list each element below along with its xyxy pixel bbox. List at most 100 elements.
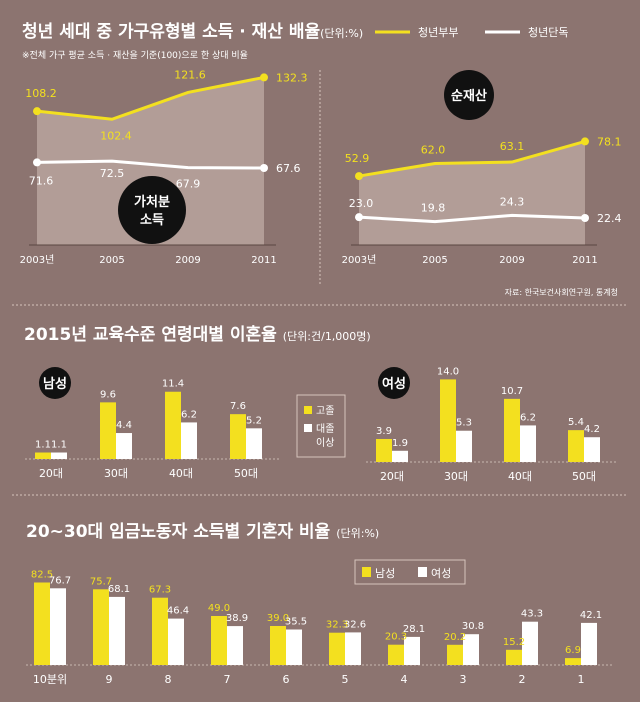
- x-tick-label: 7: [224, 673, 231, 686]
- x-tick-label: 10분위: [33, 673, 67, 686]
- bar-college: [246, 428, 262, 459]
- data-label-highschool: 10.7: [501, 386, 523, 397]
- data-label-female: 43.3: [521, 609, 543, 620]
- data-label-single: 22.4: [597, 212, 622, 225]
- bar-highschool: [376, 438, 392, 462]
- bar-male: [565, 658, 581, 665]
- data-label-male: 49.0: [208, 603, 230, 614]
- bar-female: [109, 596, 125, 665]
- data-label-college: 6.2: [520, 412, 536, 423]
- data-label-single: 67.6: [276, 162, 301, 175]
- bar-male: [152, 597, 168, 665]
- legend-label-college: 대졸 이상: [316, 423, 334, 449]
- bar-highschool: [35, 452, 51, 459]
- x-tick-label: 2003년: [20, 254, 55, 266]
- point-single: [260, 164, 268, 172]
- bar-college: [181, 422, 197, 459]
- data-label-female: 68.1: [108, 584, 130, 595]
- series-line-single: [36, 159, 265, 170]
- bar-highschool: [165, 391, 181, 459]
- data-label-female: 76.7: [49, 575, 71, 586]
- point-single: [355, 213, 363, 222]
- data-label-highschool: 3.9: [376, 426, 392, 437]
- source-note: 자료: 한국보건사회연구원, 통계청: [505, 287, 618, 297]
- x-tick-label: 1: [578, 673, 585, 686]
- bar-college: [116, 433, 132, 459]
- data-label-male: 67.3: [149, 585, 171, 596]
- chart-title-badge: [444, 70, 494, 120]
- chart-title-badge: [39, 367, 71, 399]
- bar-highschool: [568, 430, 584, 462]
- x-tick-label: 3: [460, 673, 467, 686]
- data-label-male: 20.2: [444, 632, 466, 643]
- data-label-couple: 132.3: [276, 71, 308, 84]
- data-label-male: 6.9: [565, 645, 581, 656]
- top-note: ※전체 가구 평균 소득 · 재산을 기준(100)으로 한 상대 비율: [22, 50, 248, 61]
- data-label-college: 4.4: [116, 420, 132, 431]
- income-chart: 2003년 2005 2009 2011 108.2 102.4 121.6 132.3 71.…: [20, 68, 308, 266]
- data-label-male: 75.7: [90, 576, 112, 587]
- x-tick-label: 20대: [39, 467, 63, 480]
- data-label-couple: 52.9: [345, 152, 370, 165]
- bar-male: [34, 582, 50, 665]
- data-label-college: 6.2: [181, 409, 197, 420]
- legend-label-female: 여성: [431, 567, 451, 580]
- series-line-couple: [36, 75, 265, 121]
- data-label-college: 1.1: [51, 440, 67, 451]
- x-tick-label: 30대: [104, 467, 128, 480]
- data-label-female: 28.1: [403, 624, 425, 635]
- data-label-single: 67.9: [176, 178, 201, 191]
- data-label-male: 32.3: [326, 620, 348, 631]
- bar-female: [522, 621, 538, 665]
- mid-title: 2015년 교육수준 연령대별 이혼율 (단위:건/1,000명): [24, 324, 371, 345]
- legend-swatch-female: [418, 567, 427, 577]
- x-tick-label: 5: [342, 673, 349, 686]
- legend-label-couple: 청년부부: [418, 26, 458, 39]
- data-label-highschool: 1.1: [35, 440, 51, 451]
- chart-title-line: 남성: [43, 376, 67, 392]
- legend-swatch-male: [362, 567, 371, 577]
- point-couple: [33, 107, 41, 116]
- bot-legend-box: [354, 559, 466, 585]
- data-label-college: 5.3: [456, 418, 472, 429]
- data-label-highschool: 11.4: [162, 379, 184, 390]
- mid-section: 2015년 교육수준 연령대별 이혼율 (단위:건/1,000명) 남성1.1 1.…: [24, 324, 618, 483]
- bar-female: [286, 629, 302, 665]
- data-label-college: 4.2: [584, 424, 600, 435]
- chart-title-line: 순재산: [451, 88, 487, 104]
- bar-male: [270, 626, 286, 665]
- data-label-single: 19.8: [421, 202, 446, 215]
- point-couple: [260, 73, 268, 82]
- point-single: [33, 158, 41, 167]
- x-tick-label: 2003년: [342, 254, 377, 266]
- data-label-male: 20.3: [385, 632, 407, 643]
- data-label-couple: 121.6: [174, 68, 206, 81]
- chart-title-badge: [118, 176, 186, 244]
- x-tick-label: 2005: [422, 255, 447, 266]
- x-tick-label: 8: [165, 673, 172, 686]
- legend-label-highschool: 고졸: [316, 405, 334, 417]
- chart-title-line: 여성: [382, 376, 406, 392]
- bar-male: [93, 589, 109, 665]
- bar-highschool: [504, 398, 520, 462]
- bar-female: [581, 622, 597, 665]
- data-label-highschool: 14.0: [437, 366, 459, 377]
- bar-college: [456, 430, 472, 462]
- bar-male: [329, 632, 345, 665]
- chart-title-line: 소득: [140, 213, 164, 228]
- x-tick-label: 40대: [169, 467, 193, 480]
- bar-female: [227, 626, 243, 665]
- point-couple: [581, 137, 589, 146]
- bar-college: [584, 437, 600, 462]
- data-label-female: 42.1: [580, 610, 602, 621]
- bar-female: [50, 588, 66, 665]
- data-label-single: 24.3: [500, 195, 525, 208]
- series-line-single: [358, 213, 586, 224]
- x-tick-label: 2011: [572, 255, 597, 266]
- bar-highschool: [440, 379, 456, 462]
- data-label-college: 1.9: [392, 438, 408, 449]
- data-label-couple: 78.1: [597, 135, 622, 148]
- data-label-highschool: 5.4: [568, 417, 584, 428]
- x-tick-label: 6: [283, 673, 290, 686]
